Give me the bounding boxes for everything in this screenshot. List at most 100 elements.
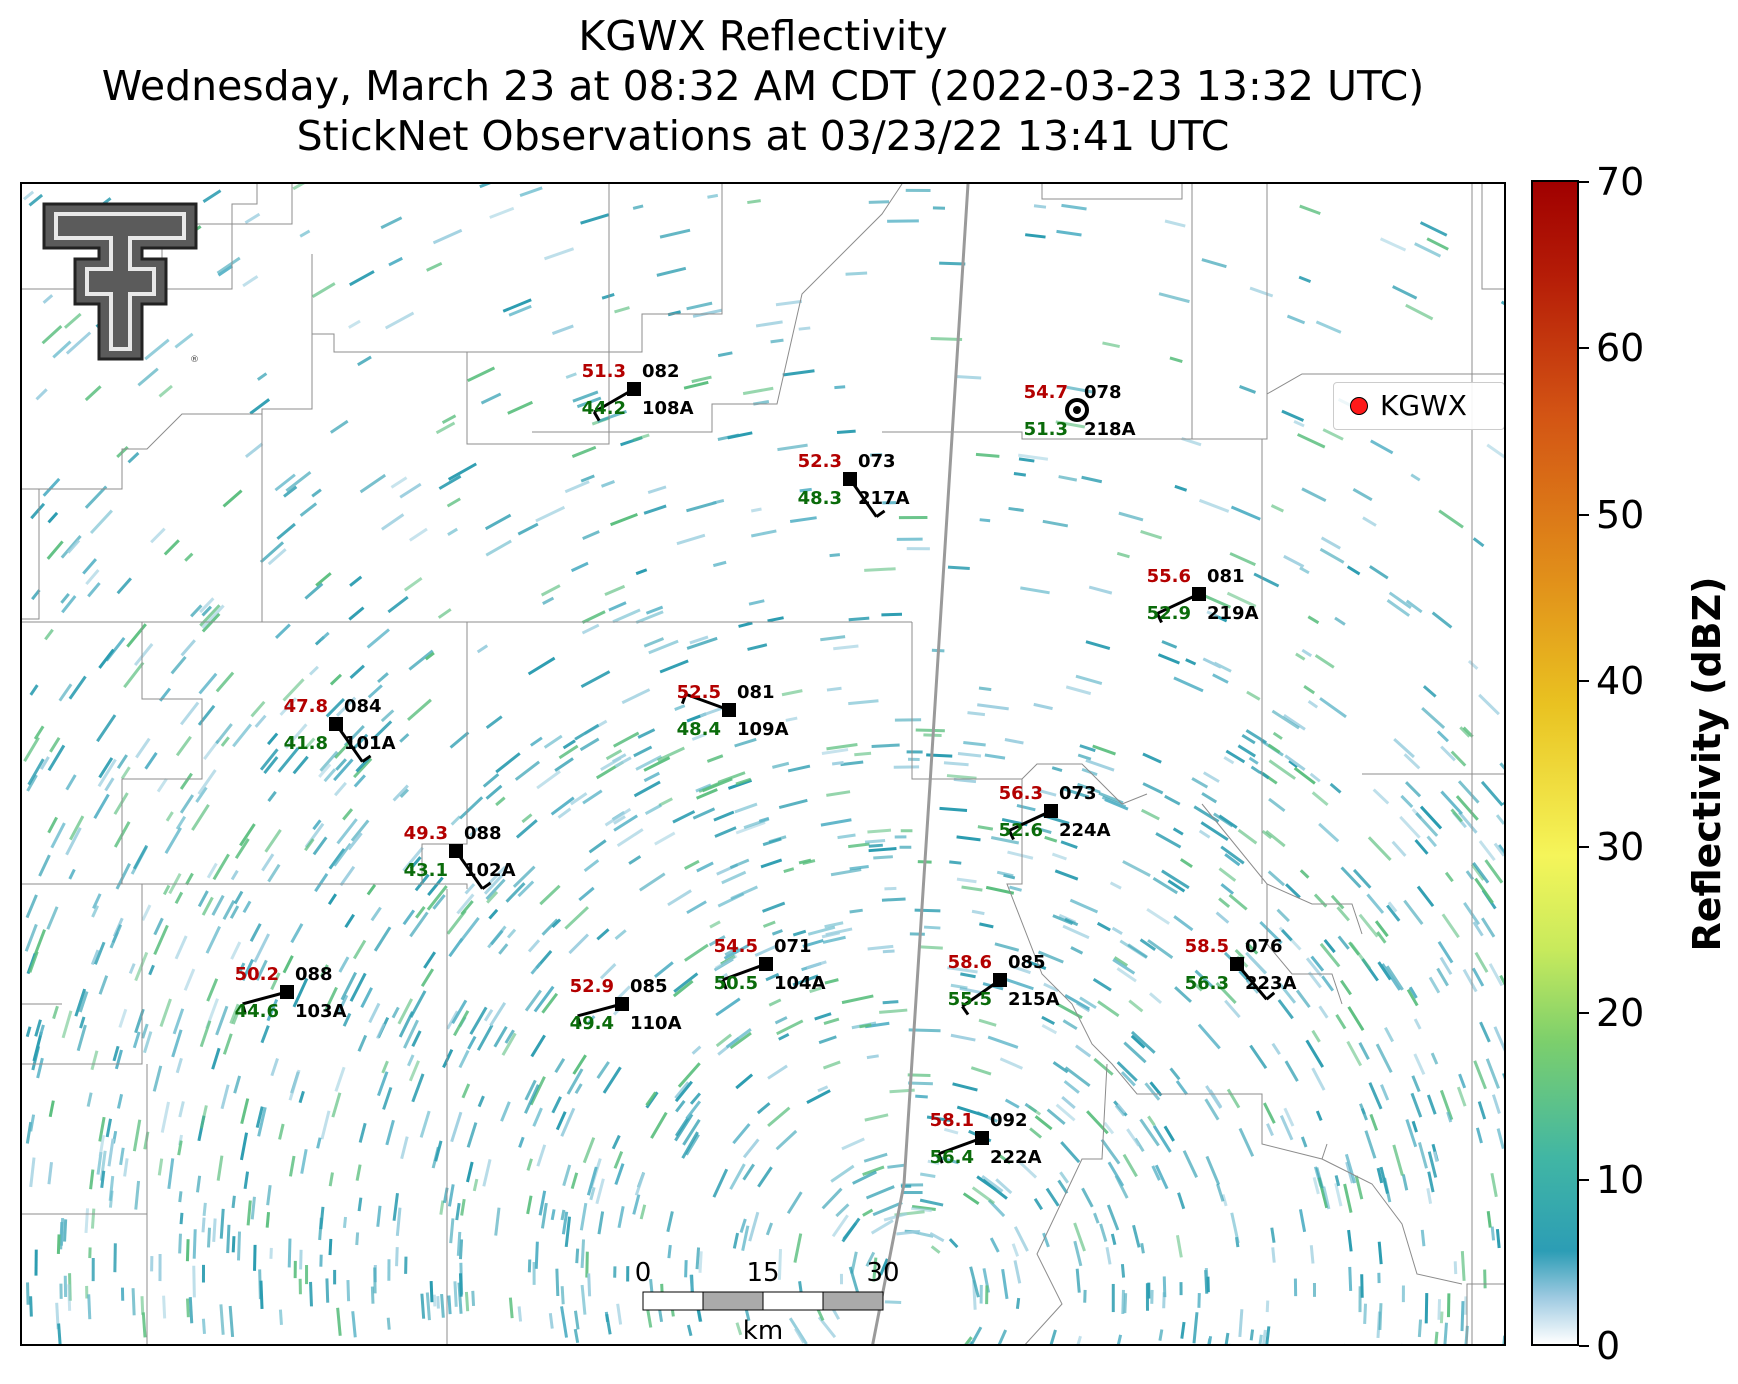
echo-gate [477,1095,485,1108]
echo-gate [540,1202,548,1229]
echo-gate [834,385,846,390]
echo-gate [461,1083,471,1099]
echo-gate [488,908,499,920]
echo-gate [1016,803,1036,812]
echo-gate [1405,1119,1418,1148]
echo-gate [826,686,842,692]
echo-gate [1142,782,1164,795]
echo-gate [777,443,808,452]
echo-gate [334,739,353,759]
echo-gate [684,943,709,962]
echo-gate [757,1166,773,1188]
echo-gate [339,865,356,887]
echo-gate [1197,1023,1221,1050]
echo-gate [269,1247,273,1259]
echo-gate [1319,697,1347,719]
scale-unit: km [743,1316,783,1346]
title-line-2: Wednesday, March 23 at 08:32 AM CDT (202… [101,62,1425,110]
echo-gate [127,451,140,464]
echo-gate [909,932,925,936]
echo-gate [216,256,241,275]
echo-gate [672,810,696,824]
radar-map[interactable]: ® 0 15 30 km 51.3 082 44.2 108A 52.3 073 48.3 2… [20,182,1506,1346]
wind-barb [685,692,730,712]
echo-gate [292,977,309,1008]
echo-gate [68,868,76,880]
echo-gate [89,1169,95,1190]
echo-gate [560,1209,566,1221]
echo-gate [167,1158,175,1190]
echo-gate [180,639,196,657]
echo-gate [1056,229,1082,237]
station-dewpoint: 51.3 [1024,419,1068,440]
echo-gate [93,941,106,965]
echo-gate [255,1106,264,1129]
echo-gate [29,1157,36,1188]
echo-gate [179,701,200,726]
echo-gate [729,858,750,870]
echo-gate [292,755,309,775]
echo-gate [521,813,533,824]
echo-gate [1045,1187,1060,1207]
station-name: 109A [737,719,789,740]
echo-gate [298,1278,302,1295]
echo-gate [574,1083,583,1095]
echo-gate [231,1236,236,1253]
echo-gate [376,1205,382,1227]
echo-gate [1386,904,1401,922]
echo-gate [1114,1175,1129,1199]
echo-gate [1226,1088,1241,1109]
station-marker [759,957,773,971]
echo-gate [826,790,851,797]
echo-gate [1426,1094,1437,1115]
echo-gate [1378,1303,1383,1331]
echo-gate [458,796,484,820]
echo-gate [566,1068,584,1095]
echo-gate [887,1163,905,1169]
echo-gate [170,655,187,675]
echo-gate [426,885,448,911]
echo-gate [366,883,377,896]
echo-gate [61,1010,73,1039]
station-marker [449,844,463,858]
echo-gate [437,608,452,619]
echo-gate [1213,661,1232,673]
echo-gate [848,699,879,706]
echo-gate [143,1031,153,1054]
echo-gate [735,777,752,786]
echo-gate [1348,1266,1353,1292]
echo-gate [1250,765,1261,774]
echo-gate [86,1092,93,1107]
echo-gate [333,758,354,782]
echo-gate [1018,453,1049,461]
echo-gate [1446,1293,1451,1318]
echo-gate [68,675,87,700]
echo-gate [686,636,718,650]
echo-gate [1033,204,1047,209]
echo-gate [637,728,656,739]
echo-gate [230,941,242,960]
echo-gate [831,1214,849,1238]
echo-gate [979,922,994,929]
echo-gate [792,974,819,987]
echo-gate [1349,942,1372,970]
echo-gate [1369,1113,1379,1131]
echo-gate [411,1073,425,1103]
echo-gate [1043,982,1059,993]
echo-gate [527,939,541,953]
echo-gate [403,576,423,592]
